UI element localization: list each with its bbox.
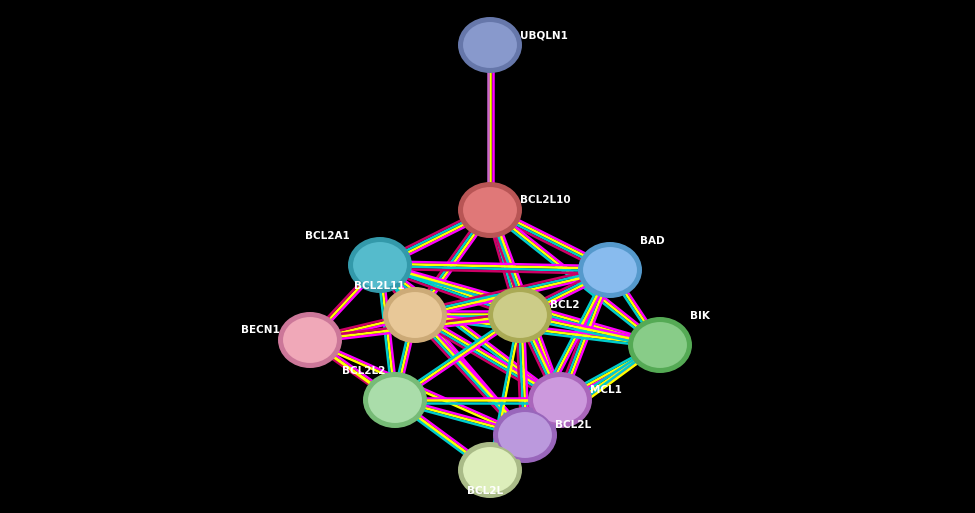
Text: BIK: BIK (690, 311, 710, 321)
Ellipse shape (632, 321, 688, 369)
Text: MCL1: MCL1 (590, 385, 622, 395)
Ellipse shape (458, 182, 522, 238)
Ellipse shape (282, 316, 338, 364)
Ellipse shape (578, 242, 642, 298)
Ellipse shape (348, 237, 412, 293)
Text: BCL2: BCL2 (550, 300, 579, 310)
Text: BAD: BAD (640, 236, 665, 246)
Ellipse shape (352, 241, 408, 289)
Ellipse shape (488, 287, 552, 343)
Ellipse shape (383, 287, 447, 343)
Text: BCL2L2: BCL2L2 (341, 366, 385, 376)
Ellipse shape (528, 372, 592, 428)
Text: UBQLN1: UBQLN1 (520, 30, 567, 40)
Ellipse shape (458, 442, 522, 498)
Ellipse shape (278, 312, 342, 368)
Ellipse shape (582, 246, 638, 294)
Ellipse shape (387, 291, 443, 339)
Text: BCL2L10: BCL2L10 (520, 195, 570, 205)
Text: BCL2L11: BCL2L11 (354, 281, 405, 291)
Text: BCL2A1: BCL2A1 (305, 231, 350, 241)
Ellipse shape (628, 317, 692, 373)
Ellipse shape (532, 376, 588, 424)
Ellipse shape (492, 291, 548, 339)
Ellipse shape (462, 446, 518, 494)
Ellipse shape (493, 407, 557, 463)
Text: BCL2L: BCL2L (467, 486, 503, 496)
Ellipse shape (458, 17, 522, 73)
Ellipse shape (367, 376, 423, 424)
Ellipse shape (363, 372, 427, 428)
Text: BECN1: BECN1 (241, 325, 280, 335)
Ellipse shape (462, 186, 518, 234)
Text: BCL2L: BCL2L (555, 420, 591, 430)
Ellipse shape (462, 21, 518, 69)
Ellipse shape (497, 411, 553, 459)
